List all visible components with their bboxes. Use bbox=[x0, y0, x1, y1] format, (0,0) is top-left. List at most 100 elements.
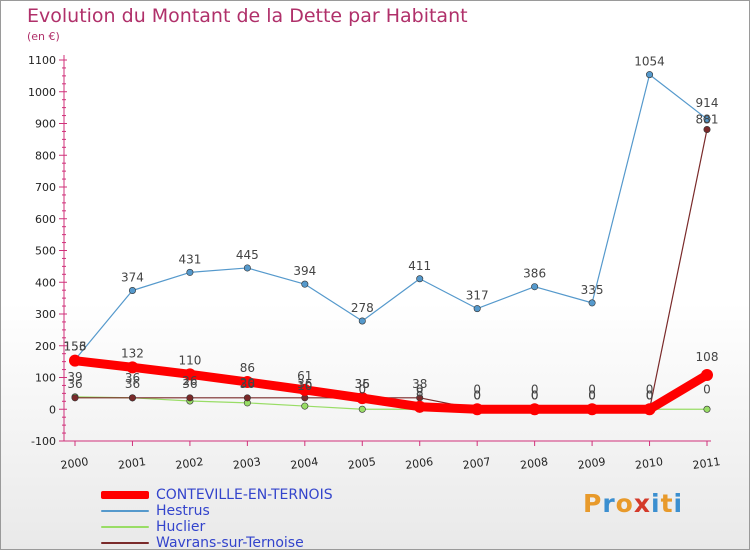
data-label: 445 bbox=[236, 248, 259, 262]
data-label: 156 bbox=[64, 340, 87, 354]
data-label: 35 bbox=[355, 377, 370, 391]
x-tick-label: 2007 bbox=[462, 455, 492, 472]
data-label: 0 bbox=[646, 388, 654, 402]
legend-label: Hestrus bbox=[156, 503, 210, 519]
data-label: 0 bbox=[646, 382, 654, 396]
data-label: 411 bbox=[408, 259, 431, 273]
logo-letter: P bbox=[583, 489, 603, 518]
data-label: 36 bbox=[240, 377, 255, 391]
data-label: 36 bbox=[297, 377, 312, 391]
data-label: 0 bbox=[588, 388, 596, 402]
data-point bbox=[528, 403, 541, 416]
data-point bbox=[243, 264, 251, 272]
data-label: 10 bbox=[297, 379, 312, 393]
y-tick-label: 1000 bbox=[28, 86, 56, 99]
y-tick-label: 300 bbox=[35, 308, 56, 321]
data-point bbox=[241, 375, 254, 388]
data-label: 335 bbox=[581, 283, 604, 297]
data-label: 61 bbox=[297, 369, 312, 383]
series-line-Wavrans-sur-Ternoise bbox=[74, 128, 708, 410]
data-point bbox=[183, 368, 196, 381]
data-label: 0 bbox=[646, 388, 654, 402]
data-label: 26 bbox=[182, 374, 197, 388]
data-label: 8 bbox=[416, 386, 424, 400]
data-label: 1054 bbox=[634, 55, 665, 69]
x-tick-label: 2005 bbox=[347, 455, 377, 472]
y-tick-label: 600 bbox=[35, 213, 56, 226]
data-point bbox=[703, 115, 711, 123]
data-label: 108 bbox=[696, 350, 719, 364]
data-label: 394 bbox=[293, 264, 316, 278]
x-tick-label: 2010 bbox=[634, 455, 664, 472]
data-label: 36 bbox=[355, 377, 370, 391]
chart-title: Evolution du Montant de la Dette par Hab… bbox=[27, 5, 468, 27]
data-point bbox=[71, 394, 79, 402]
x-tick-label: 2002 bbox=[175, 455, 205, 472]
x-tick-label: 2006 bbox=[404, 455, 434, 472]
data-label: 36 bbox=[125, 371, 140, 385]
data-label: 38 bbox=[412, 377, 427, 391]
legend-swatch bbox=[101, 526, 149, 528]
data-label: 0 bbox=[473, 388, 481, 402]
y-tick-label: 100 bbox=[35, 372, 56, 385]
data-point bbox=[243, 394, 251, 402]
data-point bbox=[126, 361, 139, 374]
data-point bbox=[471, 403, 484, 416]
x-tick-label: 2009 bbox=[577, 455, 607, 472]
y-tick-label: 800 bbox=[35, 149, 56, 162]
data-label: 914 bbox=[696, 96, 719, 110]
data-point bbox=[588, 299, 596, 307]
legend-swatch bbox=[101, 542, 149, 544]
data-label: 0 bbox=[416, 382, 424, 396]
x-tick-label: 2000 bbox=[60, 455, 90, 472]
y-tick-label: 1100 bbox=[28, 54, 56, 67]
y-tick-label: 0 bbox=[49, 403, 56, 416]
legend-label: CONTEVILLE-EN-TERNOIS bbox=[156, 487, 333, 503]
data-label: 132 bbox=[121, 346, 144, 360]
data-label: 20 bbox=[240, 376, 255, 390]
data-label: 431 bbox=[178, 252, 201, 266]
data-label: 881 bbox=[696, 113, 719, 127]
y-tick-label: 200 bbox=[35, 340, 56, 353]
logo-letter: t bbox=[660, 489, 674, 518]
series-line-CONTEVILLE-EN-TERNOIS bbox=[70, 356, 712, 414]
x-tick-label: 2001 bbox=[117, 455, 147, 472]
data-label: 0 bbox=[473, 388, 481, 402]
data-point bbox=[646, 71, 654, 79]
data-label: 36 bbox=[67, 377, 82, 391]
data-point bbox=[643, 403, 656, 416]
legend-swatch bbox=[101, 510, 149, 512]
data-point bbox=[128, 394, 136, 402]
x-tick-label: 2004 bbox=[290, 455, 320, 472]
chart-subtitle: (en €) bbox=[27, 30, 60, 43]
data-point bbox=[358, 317, 366, 325]
data-point bbox=[703, 126, 711, 134]
data-label: 0 bbox=[703, 382, 711, 396]
y-tick-label: 700 bbox=[35, 181, 56, 194]
data-point bbox=[358, 405, 366, 413]
legend-swatch bbox=[101, 491, 149, 499]
proxiti-logo: Proxiti bbox=[583, 489, 683, 518]
y-tick-label: 400 bbox=[35, 276, 56, 289]
data-label: 278 bbox=[351, 301, 374, 315]
x-tick-label: 2003 bbox=[232, 455, 262, 472]
y-tick-label: -100 bbox=[31, 435, 56, 448]
data-point bbox=[416, 275, 424, 283]
data-point bbox=[186, 268, 194, 276]
logo-letter: x bbox=[633, 489, 651, 518]
series-line-Hestrus bbox=[74, 74, 708, 361]
y-tick-label: 500 bbox=[35, 245, 56, 258]
data-point bbox=[301, 402, 309, 410]
legend-label: Huclier bbox=[156, 519, 206, 535]
logo-letter: i bbox=[673, 489, 684, 518]
data-point bbox=[69, 354, 81, 367]
data-label: 0 bbox=[358, 382, 366, 396]
data-label: 153 bbox=[64, 340, 87, 354]
data-label: 86 bbox=[240, 361, 255, 375]
data-label: 386 bbox=[523, 267, 546, 281]
data-label: 317 bbox=[466, 289, 489, 303]
data-label: 36 bbox=[125, 377, 140, 391]
y-tick-label: 900 bbox=[35, 118, 56, 131]
data-point bbox=[413, 400, 426, 413]
